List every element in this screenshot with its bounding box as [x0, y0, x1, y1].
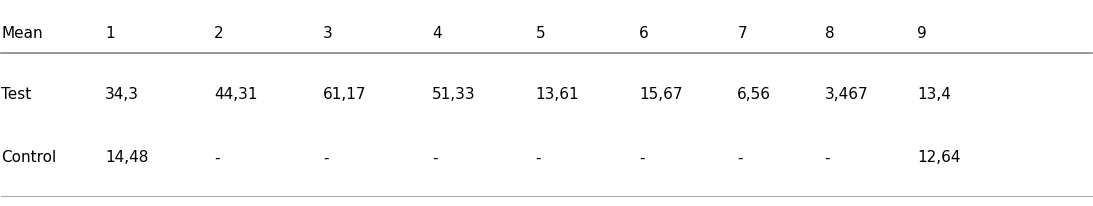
Text: 4: 4 [432, 26, 442, 41]
Text: 14,48: 14,48 [105, 150, 149, 165]
Text: 6: 6 [639, 26, 649, 41]
Text: 44,31: 44,31 [214, 87, 258, 102]
Text: -: - [536, 150, 541, 165]
Text: 3: 3 [324, 26, 332, 41]
Text: 15,67: 15,67 [639, 87, 683, 102]
Text: 9: 9 [917, 26, 927, 41]
Text: -: - [324, 150, 329, 165]
Text: -: - [432, 150, 437, 165]
Text: 12,64: 12,64 [917, 150, 961, 165]
Text: 6,56: 6,56 [738, 87, 772, 102]
Text: -: - [824, 150, 830, 165]
Text: 8: 8 [824, 26, 834, 41]
Text: 13,61: 13,61 [536, 87, 579, 102]
Text: 7: 7 [738, 26, 747, 41]
Text: 34,3: 34,3 [105, 87, 139, 102]
Text: Control: Control [1, 150, 57, 165]
Text: 51,33: 51,33 [432, 87, 475, 102]
Text: 5: 5 [536, 26, 545, 41]
Text: 61,17: 61,17 [324, 87, 366, 102]
Text: 1: 1 [105, 26, 115, 41]
Text: 13,4: 13,4 [917, 87, 951, 102]
Text: -: - [639, 150, 645, 165]
Text: 2: 2 [214, 26, 224, 41]
Text: 3,467: 3,467 [824, 87, 868, 102]
Text: Test: Test [1, 87, 32, 102]
Text: -: - [738, 150, 743, 165]
Text: -: - [214, 150, 220, 165]
Text: Mean: Mean [1, 26, 43, 41]
